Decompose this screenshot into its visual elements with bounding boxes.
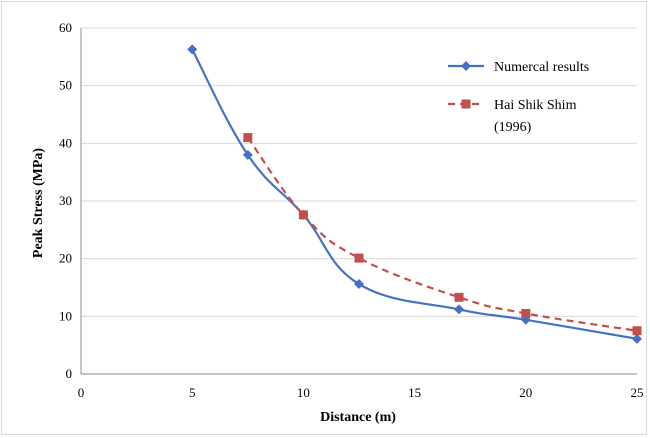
axes xyxy=(80,28,637,375)
x-tick-label: 25 xyxy=(631,385,644,400)
x-tick-label: 20 xyxy=(519,385,532,400)
series-line-hai-shik-shim xyxy=(246,136,638,332)
legend: Numercal results Hai Shik Shim (1996) xyxy=(448,60,589,135)
y-tick-label: 10 xyxy=(59,308,72,323)
data-point-hai-shik-shim xyxy=(454,292,464,302)
y-tick-label: 0 xyxy=(66,366,73,381)
data-point-hai-shik-shim xyxy=(521,308,531,318)
legend-label-line: (1996) xyxy=(494,120,532,135)
data-point-numerical-results xyxy=(187,44,198,55)
y-tick-label: 60 xyxy=(59,20,72,35)
data-point-hai-shik-shim xyxy=(298,210,308,220)
legend-item-hai-shik-shim: Hai Shik Shim (1996) xyxy=(448,98,577,135)
y-tick-label: 30 xyxy=(59,193,72,208)
legend-label: Hai Shik Shim (1996) xyxy=(494,98,577,135)
data-point-hai-shik-shim xyxy=(632,326,642,336)
y-axis-title: Peak Stress (MPa) xyxy=(31,148,46,258)
y-tick-labels: 0 10 20 30 40 50 60 xyxy=(59,20,72,381)
x-tick-label: 0 xyxy=(78,385,85,400)
data-point-hai-shik-shim xyxy=(243,133,253,143)
legend-label-line: Hai Shik Shim xyxy=(494,98,577,113)
data-point-numerical-results xyxy=(632,333,642,344)
series-layer xyxy=(187,44,642,344)
x-tick-label: 15 xyxy=(408,385,421,400)
x-tick-label: 10 xyxy=(297,385,310,400)
legend-swatch-marker xyxy=(461,61,471,71)
series-line-numerical-results xyxy=(191,48,638,340)
x-tick-labels: 0 5 10 15 20 25 xyxy=(78,385,644,400)
data-point-numerical-results xyxy=(354,279,364,290)
y-tick-label: 20 xyxy=(59,251,72,266)
data-point-numerical-results xyxy=(242,149,253,160)
y-tick-label: 50 xyxy=(59,78,72,93)
series-numerical-results xyxy=(187,44,642,344)
x-tick-label: 5 xyxy=(189,385,196,400)
x-axis-title: Distance (m) xyxy=(320,410,396,425)
legend-label: Numercal results xyxy=(494,60,589,75)
y-tick-label: 40 xyxy=(59,135,72,150)
data-point-hai-shik-shim xyxy=(354,253,364,263)
series-hai-shik-shim xyxy=(243,133,642,336)
legend-item-numerical-results: Numercal results xyxy=(448,60,589,75)
legend-swatch-marker xyxy=(461,99,471,109)
data-point-numerical-results xyxy=(454,304,465,315)
